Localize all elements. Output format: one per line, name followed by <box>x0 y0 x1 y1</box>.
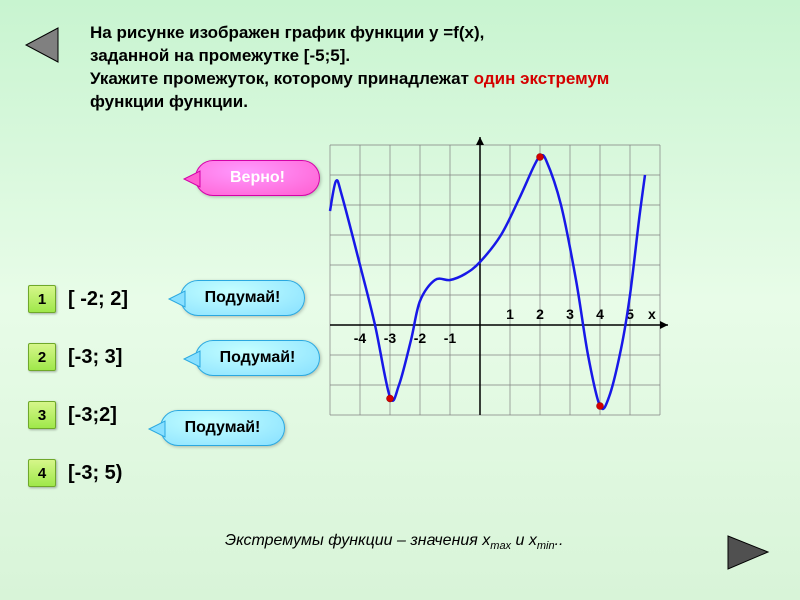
svg-text:3: 3 <box>566 306 574 322</box>
svg-text:2: 2 <box>536 306 544 322</box>
bubble-tail-icon <box>184 351 200 367</box>
answer-text-1: [ -2; 2] <box>68 288 128 311</box>
feedback-think-3-label: Подумай! <box>185 419 261 437</box>
answer-option-4: 4 [-3; 5) <box>28 459 128 487</box>
svg-text:-4: -4 <box>354 330 367 346</box>
answer-option-1: 1 [ -2; 2] <box>28 285 128 313</box>
answer-button-3[interactable]: 3 <box>28 401 56 429</box>
svg-text:-2: -2 <box>414 330 427 346</box>
nav-forward-button[interactable] <box>720 530 775 580</box>
feedback-correct: Верно! <box>195 160 320 196</box>
arrow-right-icon <box>728 536 768 569</box>
feedback-think-2-label: Подумай! <box>220 349 296 367</box>
feedback-correct-label: Верно! <box>230 169 285 187</box>
arrow-left-icon <box>26 28 58 62</box>
function-graph: -4-3-2-112345х <box>310 135 690 455</box>
answer-button-4[interactable]: 4 <box>28 459 56 487</box>
bubble-tail-icon <box>169 291 185 307</box>
answer-list: 1 [ -2; 2] 2 [-3; 3] 3 [-3;2] 4 [-3; 5) <box>28 285 128 517</box>
answer-text-2: [-3; 3] <box>68 346 122 369</box>
question-text: На рисунке изображен график функции y =f… <box>90 22 730 114</box>
svg-text:1: 1 <box>506 306 514 322</box>
question-line2: заданной на промежутке [-5;5]. <box>90 46 350 65</box>
svg-text:-1: -1 <box>444 330 457 346</box>
feedback-think-1-label: Подумай! <box>205 289 281 307</box>
feedback-think-1: Подумай! <box>180 280 305 316</box>
footnote-sub2: min <box>537 540 555 552</box>
answer-option-3: 3 [-3;2] <box>28 401 128 429</box>
feedback-think-3: Подумай! <box>160 410 285 446</box>
footnote-prefix: Экстремумы функции – значения х <box>225 532 490 549</box>
question-line4: функции функции. <box>90 92 248 111</box>
nav-back-button[interactable] <box>18 20 68 75</box>
answer-button-2[interactable]: 2 <box>28 343 56 371</box>
svg-text:4: 4 <box>596 306 604 322</box>
question-highlight: один экстремум <box>474 69 610 88</box>
feedback-think-2: Подумай! <box>195 340 320 376</box>
bubble-tail-icon <box>184 171 200 187</box>
question-line1: На рисунке изображен график функции y =f… <box>90 23 484 42</box>
answer-option-2: 2 [-3; 3] <box>28 343 128 371</box>
svg-text:х: х <box>648 306 656 322</box>
footnote-mid: и х <box>511 532 537 549</box>
question-line3a: Укажите промежуток, которому принадлежат <box>90 69 474 88</box>
svg-text:-3: -3 <box>384 330 397 346</box>
answer-text-4: [-3; 5) <box>68 462 122 485</box>
answer-text-3: [-3;2] <box>68 404 117 427</box>
bubble-tail-icon <box>149 421 165 437</box>
answer-button-1[interactable]: 1 <box>28 285 56 313</box>
footnote-suffix: .. <box>555 532 564 549</box>
footnote: Экстремумы функции – значения хmax и хmi… <box>225 532 563 552</box>
footnote-sub1: max <box>490 540 511 552</box>
